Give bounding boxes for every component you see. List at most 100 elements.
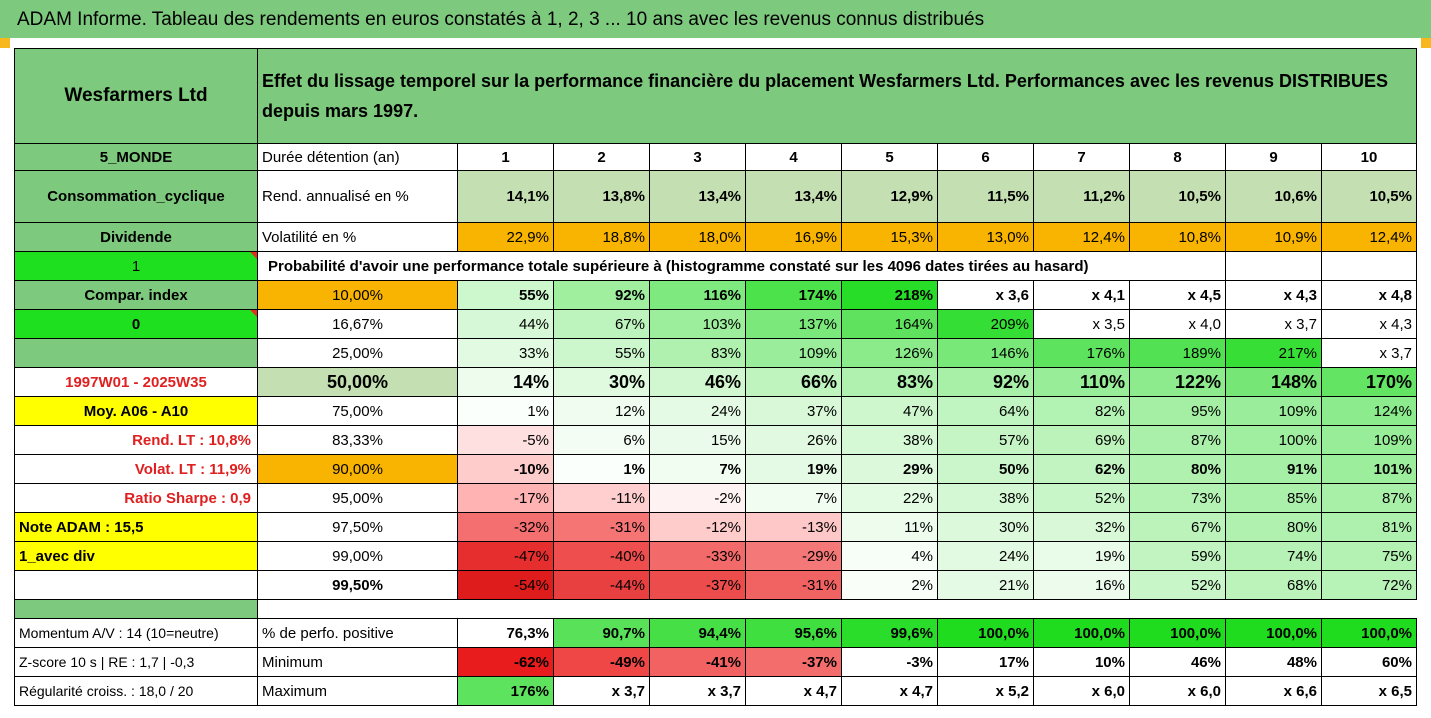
rend-cell: 13,4% xyxy=(649,170,746,223)
perf-cell: x 3,7 xyxy=(1225,309,1322,339)
rend-cell: 10,6% xyxy=(1225,170,1322,223)
vol-cell: 13,0% xyxy=(937,222,1034,252)
perf-cell: 164% xyxy=(841,309,938,339)
rend-cell: 10,5% xyxy=(1129,170,1226,223)
zscore-label: Z-score 10 s | RE : 1,7 | -0,3 xyxy=(14,647,258,677)
perf-cell: 80% xyxy=(1225,512,1322,542)
max-cell: x 3,7 xyxy=(553,676,650,706)
perf-cell: x 3,7 xyxy=(1321,338,1417,368)
perf-cell: -2% xyxy=(649,483,746,513)
perf-cell: 116% xyxy=(649,280,746,310)
perf-cell: 74% xyxy=(1225,541,1322,571)
year-header: 10 xyxy=(1321,143,1417,171)
perf-cell: 50% xyxy=(937,454,1034,484)
perf-cell: 19% xyxy=(1033,541,1130,571)
zero-flag: 0 xyxy=(14,309,258,339)
perf-cell: 38% xyxy=(937,483,1034,513)
perf-cell: 110% xyxy=(1033,367,1130,397)
perf-cell: 37% xyxy=(745,396,842,426)
rend-cell: 12,9% xyxy=(841,170,938,223)
pos-cell: 95,6% xyxy=(745,618,842,648)
perf-cell: 24% xyxy=(937,541,1034,571)
separator-row xyxy=(258,600,1417,619)
perf-cell: -11% xyxy=(553,483,650,513)
percentile-label: 95,00% xyxy=(257,483,458,513)
perf-cell: -32% xyxy=(457,512,554,542)
perf-cell: 59% xyxy=(1129,541,1226,571)
perf-cell: 92% xyxy=(937,367,1034,397)
perf-cell: 72% xyxy=(1321,570,1417,600)
perf-cell: 12% xyxy=(553,396,650,426)
vol-cell: 18,0% xyxy=(649,222,746,252)
perf-cell: x 4,5 xyxy=(1129,280,1226,310)
perf-cell: 95% xyxy=(1129,396,1226,426)
year-header: 8 xyxy=(1129,143,1226,171)
max-cell: x 3,7 xyxy=(649,676,746,706)
pos-cell: 100,0% xyxy=(1225,618,1322,648)
perf-cell: -40% xyxy=(553,541,650,571)
perf-cell: 46% xyxy=(649,367,746,397)
perf-cell: 176% xyxy=(1033,338,1130,368)
perf-cell: 64% xyxy=(937,396,1034,426)
min-cell: -62% xyxy=(457,647,554,677)
min-cell: 48% xyxy=(1225,647,1322,677)
perf-cell: 91% xyxy=(1225,454,1322,484)
perf-cell: 33% xyxy=(457,338,554,368)
perf-cell: 47% xyxy=(841,396,938,426)
perf-cell: 124% xyxy=(1321,396,1417,426)
rend-cell: 11,2% xyxy=(1033,170,1130,223)
perf-cell: 32% xyxy=(1033,512,1130,542)
pos-cell: 100,0% xyxy=(1321,618,1417,648)
max-label: Maximum xyxy=(257,676,458,706)
perf-cell: 16% xyxy=(1033,570,1130,600)
empty-cell xyxy=(1321,251,1417,281)
perf-cell: 87% xyxy=(1129,425,1226,455)
perf-cell: x 3,6 xyxy=(937,280,1034,310)
perf-cell: 73% xyxy=(1129,483,1226,513)
perf-cell: 38% xyxy=(841,425,938,455)
perf-cell: -37% xyxy=(649,570,746,600)
vol-cell: 10,9% xyxy=(1225,222,1322,252)
max-cell: x 6,0 xyxy=(1033,676,1130,706)
avec-div-label: 1_avec div xyxy=(14,541,258,571)
sector-label: Consommation_cyclique xyxy=(14,170,258,223)
max-cell: x 6,0 xyxy=(1129,676,1226,706)
min-label: Minimum xyxy=(257,647,458,677)
vol-cell: 12,4% xyxy=(1321,222,1417,252)
perf-cell: 7% xyxy=(745,483,842,513)
pos-cell: 100,0% xyxy=(1129,618,1226,648)
year-header: 7 xyxy=(1033,143,1130,171)
perf-cell: 80% xyxy=(1129,454,1226,484)
rend-cell: 10,5% xyxy=(1321,170,1417,223)
perf-cell: 83% xyxy=(841,367,938,397)
perf-cell: 52% xyxy=(1033,483,1130,513)
perf-cell: x 4,1 xyxy=(1033,280,1130,310)
min-cell: 46% xyxy=(1129,647,1226,677)
perf-cell: x 4,3 xyxy=(1225,280,1322,310)
perf-cell: -31% xyxy=(745,570,842,600)
sharpe-label: Ratio Sharpe : 0,9 xyxy=(14,483,258,513)
perf-cell: x 4,3 xyxy=(1321,309,1417,339)
max-cell: x 6,6 xyxy=(1225,676,1322,706)
perf-cell: 29% xyxy=(841,454,938,484)
perf-cell: 44% xyxy=(457,309,554,339)
rend-cell: 13,4% xyxy=(745,170,842,223)
perf-cell: 122% xyxy=(1129,367,1226,397)
perf-cell: 14% xyxy=(457,367,554,397)
percentile-label: 25,00% xyxy=(257,338,458,368)
perf-cell: 148% xyxy=(1225,367,1322,397)
perf-cell: 100% xyxy=(1225,425,1322,455)
perf-cell: -10% xyxy=(457,454,554,484)
perf-cell: -13% xyxy=(745,512,842,542)
perf-cell: 7% xyxy=(649,454,746,484)
min-cell: 17% xyxy=(937,647,1034,677)
separator-left xyxy=(14,599,258,619)
period-label: 1997W01 - 2025W35 xyxy=(14,367,258,397)
rend-cell: 14,1% xyxy=(457,170,554,223)
perf-cell: -47% xyxy=(457,541,554,571)
perf-cell: 103% xyxy=(649,309,746,339)
perf-cell: -31% xyxy=(553,512,650,542)
perf-cell: x 4,0 xyxy=(1129,309,1226,339)
perf-cell: 67% xyxy=(1129,512,1226,542)
perf-cell: 30% xyxy=(937,512,1034,542)
